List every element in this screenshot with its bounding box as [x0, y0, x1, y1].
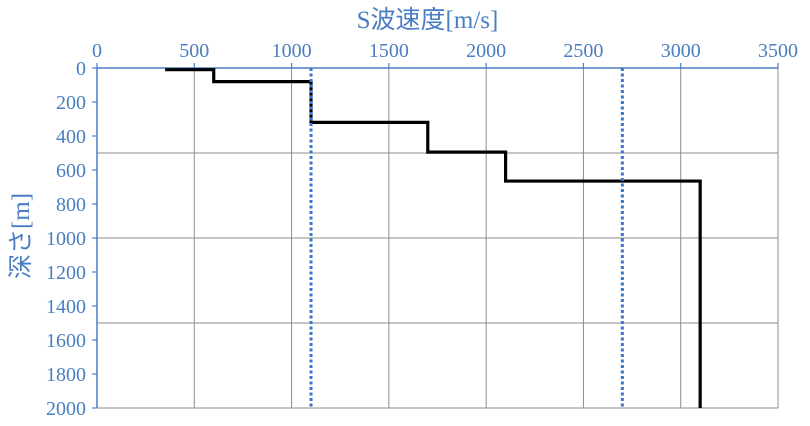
velocity-profile-line [165, 68, 702, 408]
y-tick-label: 600 [56, 160, 86, 182]
y-tick-label: 0 [76, 58, 86, 80]
y-tick-label: 1000 [46, 228, 86, 250]
x-tick-label: 1000 [272, 40, 312, 62]
grid-lines [97, 68, 779, 409]
y-tick-label: 400 [56, 126, 86, 148]
y-tick-label: 1600 [46, 330, 86, 352]
data-series [165, 68, 702, 408]
x-tick-label: 500 [179, 40, 209, 62]
x-tick-label: 3000 [661, 40, 701, 62]
y-tick-label: 800 [56, 194, 86, 216]
x-tick-label: 3500 [758, 40, 798, 62]
x-axis-title: S波速度[m/s] [357, 6, 499, 34]
y-axis-title: 深さ[m] [7, 193, 35, 279]
x-tick-label: 2000 [466, 40, 506, 62]
y-tick-label: 2000 [46, 398, 86, 420]
y-tick-label: 1800 [46, 364, 86, 386]
x-tick-label: 0 [92, 40, 102, 62]
y-tick-label: 200 [56, 92, 86, 114]
x-tick-label: 1500 [369, 40, 409, 62]
tick-labels: 0 500 1000 1500 2000 2500 3000 3500 0 200 400 600 80… [46, 40, 798, 420]
x-tick-label: 2500 [563, 40, 603, 62]
axes [92, 63, 779, 409]
y-tick-label: 1200 [46, 262, 86, 284]
y-tick-label: 1400 [46, 296, 86, 318]
